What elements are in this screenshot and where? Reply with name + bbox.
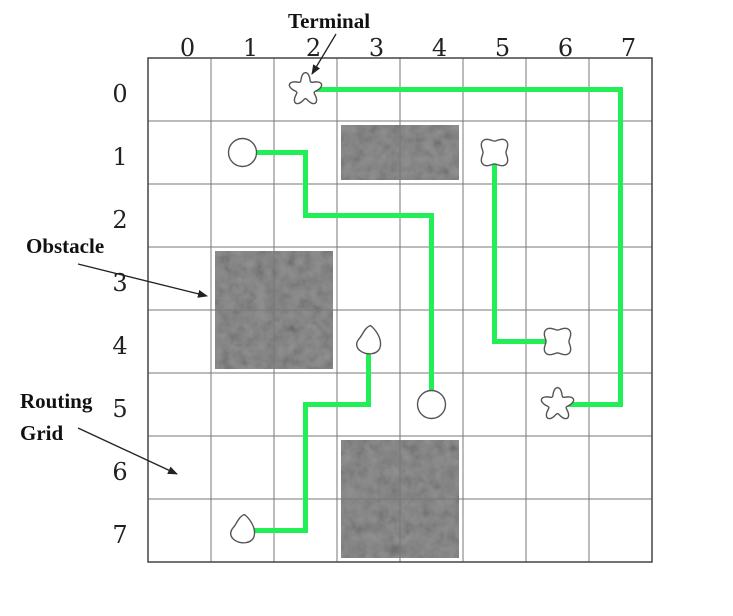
- obstacle-label: Obstacle: [26, 234, 104, 258]
- route-wire: [242, 150, 434, 405]
- row-label: 2: [112, 206, 127, 234]
- column-label: 5: [495, 34, 510, 62]
- grid-lines: [147, 57, 653, 563]
- drop-icon: [356, 324, 382, 355]
- routing-label-line2: Grid: [20, 421, 63, 445]
- route-wire: [242, 341, 371, 533]
- row-label: 1: [112, 143, 127, 171]
- circle-icon: [416, 389, 447, 420]
- column-label: 1: [243, 34, 258, 62]
- row-label: 7: [112, 521, 127, 549]
- row-label: 6: [112, 458, 127, 486]
- terminals-layer: [227, 71, 575, 544]
- routing-grid-arrow: [77, 427, 178, 475]
- column-label: 4: [432, 34, 447, 62]
- star-icon: [540, 386, 575, 420]
- column-label: 7: [621, 34, 636, 62]
- column-label: 0: [180, 34, 195, 62]
- blob-icon: [480, 138, 509, 167]
- route-wire: [492, 152, 558, 344]
- row-label: 0: [112, 80, 127, 108]
- column-label: 6: [558, 34, 573, 62]
- column-label: 3: [369, 34, 384, 62]
- drop-icon: [230, 513, 256, 544]
- row-label: 4: [112, 332, 127, 360]
- blob-icon: [543, 327, 572, 356]
- column-labels: 0 1 2 3 4 5 6 7: [180, 34, 636, 62]
- circle-icon: [227, 137, 258, 168]
- routing-label-line1: Routing: [20, 389, 93, 413]
- grid-border: [147, 57, 653, 563]
- route-wire: [305, 87, 623, 407]
- routes-layer: [242, 87, 623, 533]
- terminal-label: Terminal: [288, 9, 370, 33]
- row-label: 5: [112, 395, 127, 423]
- star-icon: [288, 71, 323, 105]
- obstacle-arrow: [77, 263, 208, 298]
- column-label: 2: [306, 34, 321, 62]
- terminal-arrow: [311, 33, 337, 75]
